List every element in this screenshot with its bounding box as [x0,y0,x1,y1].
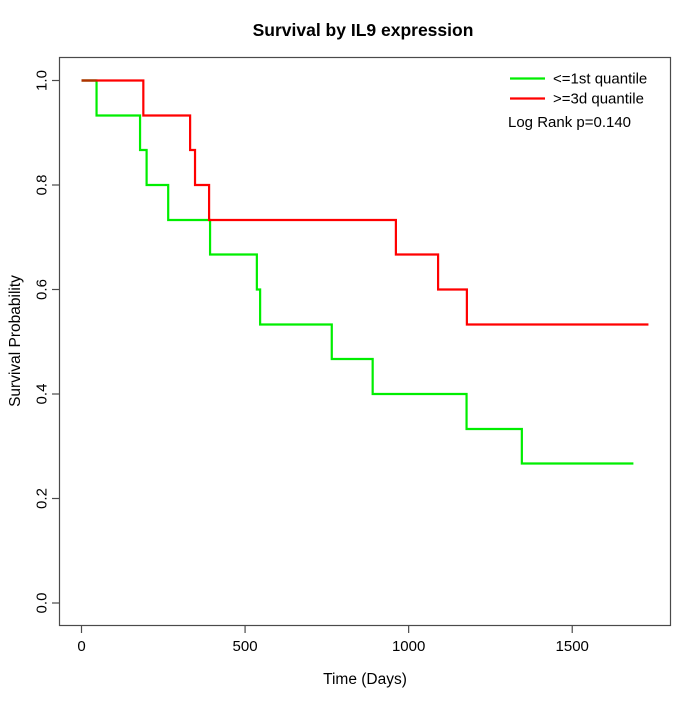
y-axis-title: Survival Probability [7,275,24,407]
log-rank-annotation: Log Rank p=0.140 [508,114,631,131]
x-tick-label: 0 [77,638,85,655]
legend: <=1st quantile >=3d quantile Log Rank p=… [508,71,647,132]
x-tick-label: 500 [233,638,258,655]
plot-border [58,56,672,627]
y-tick-label: 0.8 [33,175,50,196]
y-tick-label: 0.4 [33,384,50,405]
y-axis-ticks: 0.0 0.2 0.4 0.6 0.8 1.0 [33,70,60,614]
x-tick-label: 1000 [392,638,425,655]
legend-label-high-expression: >=3d quantile [553,91,644,108]
chart-title: Survival by IL9 expression [253,20,474,40]
survival-curve-high-il9 [81,79,649,326]
y-tick-label: 0.2 [33,488,50,509]
survival-curve-low-il9 [81,79,634,465]
survival-curves [81,79,649,465]
x-axis-title: Time (Days) [323,671,407,688]
y-tick-label: 0.0 [33,593,50,614]
legend-label-low-expression: <=1st quantile [553,71,647,88]
y-tick-label: 0.6 [33,279,50,300]
x-tick-label: 1500 [556,638,589,655]
x-axis-ticks: 0 500 1000 1500 [77,625,589,655]
y-tick-label: 1.0 [33,70,50,91]
